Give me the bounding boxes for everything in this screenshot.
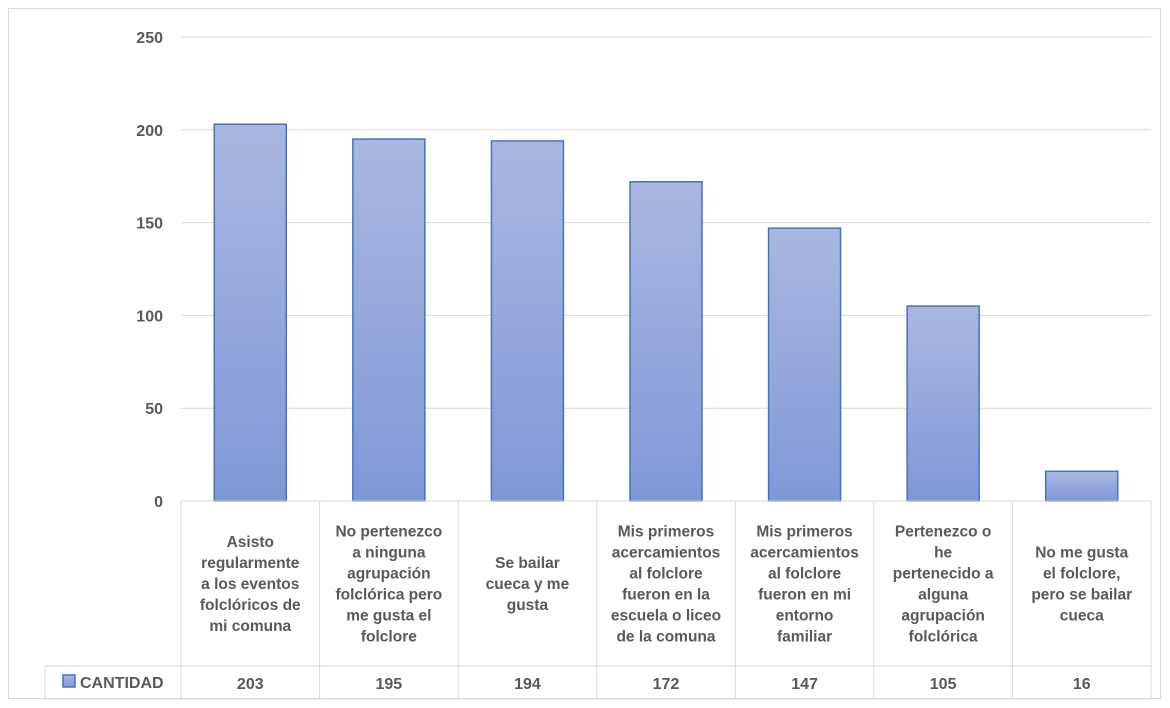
series-name: CANTIDAD: [80, 675, 164, 692]
y-tick-label: 250: [136, 30, 163, 47]
data-table: Asisto regularmente a los eventos folclóric…: [44, 500, 1152, 700]
data-value: 203: [237, 676, 264, 693]
bar: [906, 305, 980, 502]
category-label: Mis primeros acercamientos al folclore fuer…: [750, 524, 859, 646]
bar: [1044, 470, 1119, 502]
bars: [213, 123, 1119, 502]
bar: [767, 227, 842, 502]
category-label: No pertenezco a ninguna agrupación folclóri…: [335, 524, 442, 646]
y-tick-label: 100: [136, 308, 163, 325]
data-value: 195: [376, 676, 403, 693]
bar: [213, 123, 288, 502]
category-label: No me gusta el folclore, pero se bailar cue…: [1031, 545, 1132, 625]
bar: [490, 140, 565, 502]
data-value: 16: [1073, 676, 1091, 693]
category-label: Se bailar cueca y me gusta: [486, 555, 570, 614]
y-tick-label: 50: [145, 401, 163, 418]
legend-key: [62, 674, 76, 688]
category-label: Mis primeros acercamientos al folclore fuer…: [611, 524, 721, 646]
y-tick-label: 200: [136, 123, 163, 140]
bar: [629, 181, 703, 502]
data-value: 172: [653, 676, 680, 693]
data-value: 105: [930, 676, 957, 693]
data-value: 194: [514, 676, 541, 693]
data-value: 147: [791, 676, 818, 693]
y-tick-label: 150: [136, 216, 163, 233]
y-axis-ticks: 0 50 100 150 200 250: [136, 30, 163, 511]
y-tick-label: 0: [154, 494, 163, 511]
category-label: Pertenezco o he pertenecido a alguna agrupac…: [893, 524, 994, 646]
bar: [352, 138, 426, 502]
category-label: Asisto regularmente a los eventos folclóric…: [200, 534, 301, 635]
